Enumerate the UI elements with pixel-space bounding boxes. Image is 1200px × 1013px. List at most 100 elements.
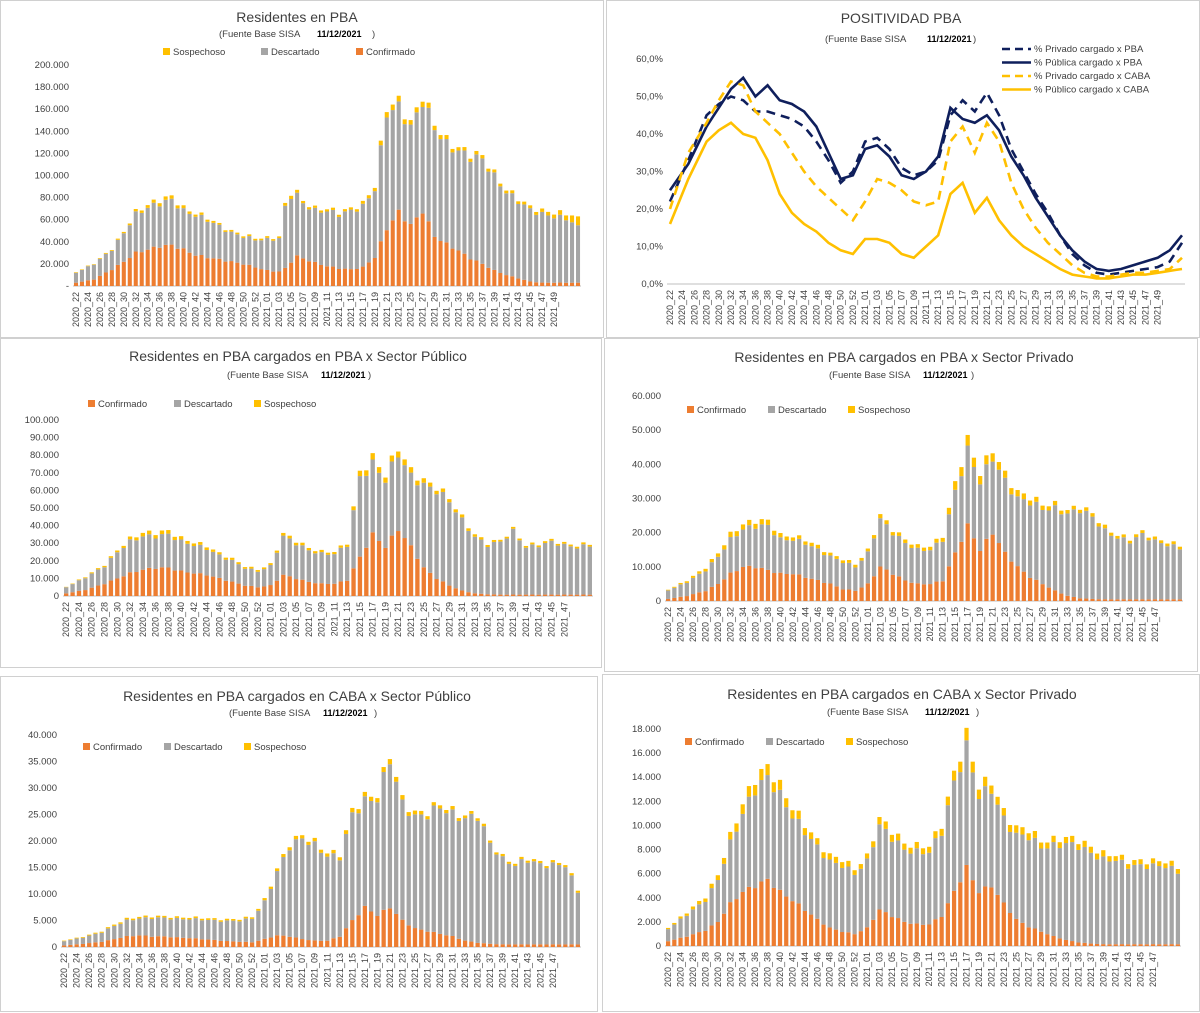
- bar-sospechoso: [1097, 523, 1101, 526]
- y-tick-label: 30.000: [30, 538, 59, 549]
- bar-sospechoso: [217, 223, 221, 225]
- x-tick-label: 2021_17: [358, 292, 368, 327]
- bar-descartado: [672, 925, 676, 940]
- bar-sospechoso: [244, 917, 248, 919]
- bar-sospechoso: [400, 795, 404, 799]
- bar-confirmado: [162, 936, 166, 947]
- legend-swatch-sospechoso: [163, 48, 170, 55]
- x-tick-label: 2021_11: [924, 952, 934, 986]
- bar-confirmado: [397, 210, 401, 286]
- legend-swatch-sospechoso: [254, 400, 261, 407]
- bar-sospechoso: [300, 543, 304, 546]
- bar-confirmado: [540, 283, 544, 286]
- bar-confirmado: [703, 931, 707, 946]
- bar-descartado: [198, 545, 202, 573]
- bar-confirmado: [199, 255, 203, 286]
- bar-descartado: [116, 240, 120, 265]
- bar-descartado: [433, 130, 437, 237]
- bar-sospechoso: [93, 933, 97, 934]
- bar-sospechoso: [367, 195, 371, 198]
- bar-confirmado: [1140, 599, 1144, 601]
- bar-descartado: [871, 847, 875, 920]
- bar-descartado: [778, 790, 782, 890]
- bar-sospechoso: [269, 887, 273, 889]
- bar-confirmado: [563, 944, 567, 947]
- x-tick-label: 2020_32: [122, 953, 132, 988]
- bar-confirmado: [741, 567, 745, 601]
- bar-descartado: [772, 535, 776, 573]
- bar-descartado: [319, 213, 323, 265]
- bar-sospechoso: [859, 558, 863, 561]
- bar-sospechoso: [153, 535, 157, 538]
- x-tick-label: 2020_52: [250, 292, 260, 327]
- bar-confirmado: [74, 283, 78, 286]
- bar-descartado: [766, 525, 770, 570]
- bar-confirmado: [361, 267, 365, 286]
- bar-sospechoso: [1015, 490, 1019, 496]
- x-tick-label: 2020_44: [202, 602, 212, 637]
- bar-descartado: [185, 544, 189, 573]
- x-tick-label: 2021_07: [297, 953, 307, 988]
- bar-descartado: [212, 920, 216, 940]
- bar-descartado: [928, 550, 932, 584]
- bar-sospechoso: [363, 792, 367, 796]
- bar-confirmado: [519, 944, 523, 947]
- chart-subtitle: (Fuente Base SISA: [219, 29, 301, 40]
- bar-descartado: [995, 805, 999, 895]
- bar-sospechoso: [166, 530, 170, 534]
- x-tick-label: 2021_07: [304, 602, 314, 637]
- bar-confirmado: [710, 925, 714, 946]
- bar-descartado: [235, 234, 239, 262]
- bar-confirmado: [289, 263, 293, 286]
- x-tick-label: 2020_52: [253, 602, 263, 637]
- bar-confirmado: [1002, 902, 1006, 946]
- bar-sospechoso: [188, 211, 192, 213]
- bar-confirmado: [231, 941, 235, 947]
- chart-pba-sector-privado: Residentes en PBA cargados en PBA x Sect…: [605, 339, 1199, 673]
- bar-descartado: [143, 917, 147, 935]
- bar-confirmado: [1145, 944, 1149, 946]
- bar-sospechoso: [350, 808, 354, 812]
- bar-descartado: [575, 548, 579, 594]
- x-tick-label: 2021_25: [1013, 607, 1023, 642]
- bar-confirmado: [421, 214, 425, 286]
- bar-sospechoso: [140, 210, 144, 212]
- bar-sospechoso: [959, 467, 963, 476]
- bar-sospechoso: [454, 509, 458, 512]
- bar-descartado: [462, 150, 466, 253]
- bar-sospechoso: [92, 264, 96, 265]
- bar-descartado: [1109, 536, 1113, 600]
- bar-confirmado: [734, 899, 738, 946]
- bar-descartado: [1047, 511, 1051, 588]
- y-tick-label: 30.000: [632, 494, 661, 505]
- bar-descartado: [421, 107, 425, 214]
- bar-descartado: [1070, 842, 1074, 941]
- bar-confirmado: [1153, 599, 1157, 601]
- x-tick-label: 2020_44: [202, 292, 212, 327]
- bar-confirmado: [1165, 599, 1169, 601]
- bar-confirmado: [834, 930, 838, 946]
- bar-descartado: [703, 902, 707, 931]
- x-tick-label: 2020_24: [676, 952, 686, 987]
- x-tick-label: 2021_17: [360, 953, 370, 988]
- bar-confirmado: [1122, 599, 1126, 601]
- bar-descartado: [760, 524, 764, 568]
- bar-confirmado: [125, 936, 129, 947]
- bar-descartado: [915, 848, 919, 923]
- x-tick-label: 2020_50: [836, 290, 846, 325]
- bar-confirmado: [816, 580, 820, 601]
- bar-descartado: [1165, 546, 1169, 599]
- y-tick-label: 35.000: [28, 757, 57, 768]
- legend-label-confirmado: Confirmado: [366, 47, 415, 58]
- bar-confirmado: [237, 942, 241, 947]
- x-tick-label: 2021_45: [535, 953, 545, 988]
- bar-sospechoso: [790, 810, 794, 818]
- bar-confirmado: [403, 221, 407, 286]
- x-tick-label: 2020_46: [811, 290, 821, 325]
- bar-descartado: [277, 238, 281, 271]
- bar-sospechoso: [884, 520, 888, 524]
- bar-sospechoso: [413, 811, 417, 815]
- x-tick-label: 2021_33: [1061, 952, 1071, 987]
- bar-descartado: [482, 826, 486, 943]
- x-tick-label: 2021_35: [1067, 290, 1077, 325]
